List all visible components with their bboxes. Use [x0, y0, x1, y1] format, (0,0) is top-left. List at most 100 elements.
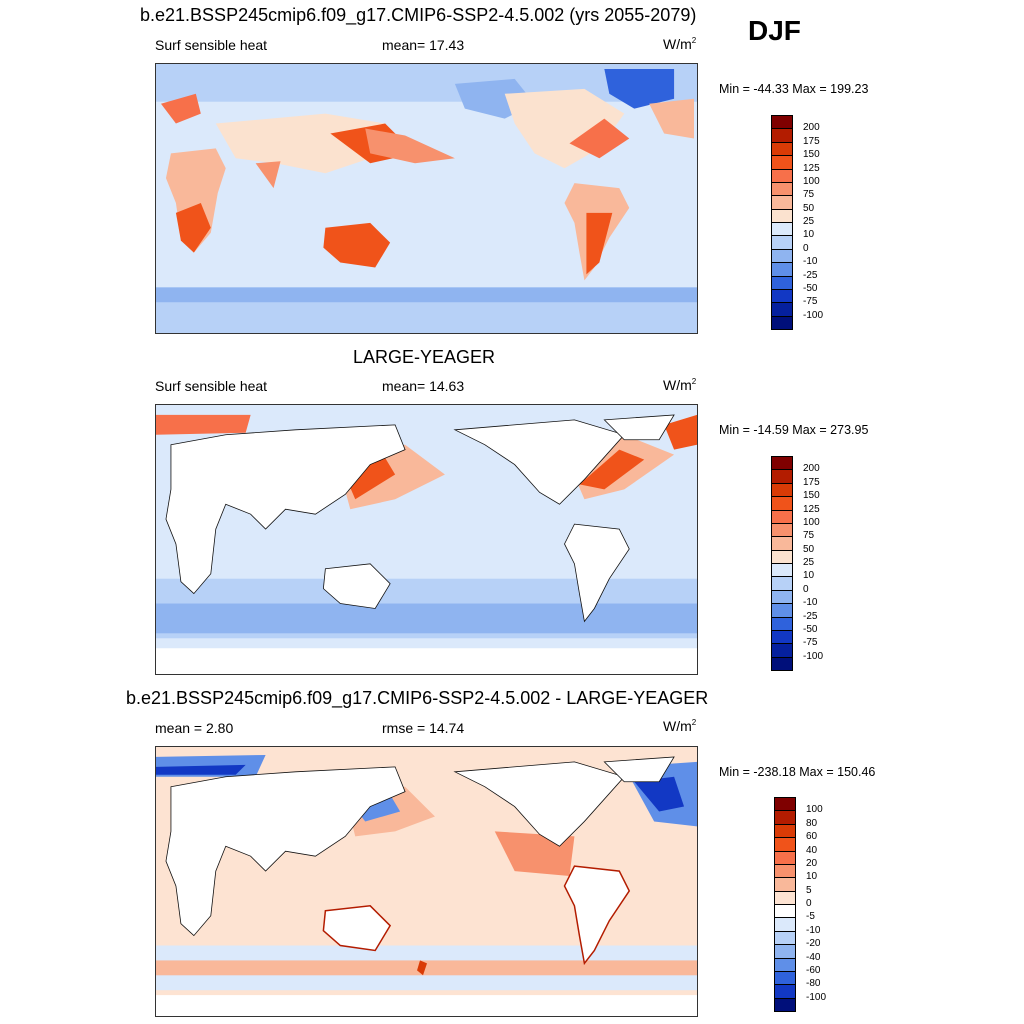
colorbar-label: 150: [803, 149, 820, 161]
colorbar-swatch: [771, 629, 793, 645]
colorbar-label: -60: [806, 964, 821, 976]
colorbar-label: -10: [803, 256, 818, 268]
colorbar-label: 100: [803, 516, 820, 528]
colorbar-label: -80: [806, 978, 821, 990]
colorbar-swatch: [771, 115, 793, 130]
colorbar-label: 50: [803, 202, 815, 214]
colorbar-label: -40: [806, 951, 821, 963]
colorbar-swatch: [771, 248, 793, 264]
colorbar-swatch: [774, 850, 796, 865]
colorbar-label: 125: [803, 503, 820, 515]
colorbar-swatch: [771, 275, 793, 290]
colorbar-swatch: [771, 509, 793, 524]
colorbar-swatch: [774, 904, 796, 919]
colorbar-swatch: [774, 930, 796, 946]
colorbar-swatch: [771, 315, 793, 330]
colorbar-label: 150: [803, 490, 820, 502]
panel1-map-svg: [156, 64, 697, 333]
colorbar-label: 50: [803, 543, 815, 555]
colorbar-label: 25: [803, 216, 815, 227]
colorbar-label: -75: [803, 637, 818, 649]
panel2-title: LARGE-YEAGER: [353, 347, 496, 367]
colorbar-label: 10: [803, 570, 815, 582]
panel1-title: b.e21.BSSP245cmip6.f09_g17.CMIP6-SSP2-4.…: [140, 5, 697, 25]
colorbar-swatch: [774, 863, 796, 879]
panel2-units: W/m2: [663, 377, 697, 393]
colorbar-swatch: [774, 917, 796, 932]
panel3-title: b.e21.BSSP245cmip6.f09_g17.CMIP6-SSP2-4.…: [126, 688, 709, 708]
colorbar-swatch: [771, 181, 793, 197]
colorbar-swatch: [774, 890, 796, 905]
colorbar-swatch: [774, 810, 796, 825]
panel1-map: [155, 63, 698, 334]
colorbar-swatch: [774, 877, 796, 892]
panel1-minmax: Min = -44.33 Max = 199.23: [719, 82, 869, 96]
season-label: DJF: [748, 15, 801, 46]
colorbar-label: 75: [803, 530, 815, 542]
colorbar-label: -50: [803, 623, 818, 635]
panel1-colorbar: 200 175 150 125 100 75 50 25 10 0 -10 -25 -50 -75 -100: [771, 115, 851, 330]
colorbar-label: -100: [803, 650, 824, 662]
panel3-minmax: Min = -238.18 Max = 150.46: [719, 765, 876, 779]
colorbar-swatch: [771, 536, 793, 551]
colorbar-label: 0: [806, 898, 812, 909]
panel2-colorbar: 200 175 150 125 100 75 50 25 10 0 -10 -25 -50 -75 -100: [771, 456, 851, 671]
panel1-units: W/m2: [663, 36, 697, 52]
colorbar-swatch: [771, 603, 793, 618]
colorbar-label: 80: [806, 817, 818, 829]
colorbar-label: 10: [806, 871, 818, 883]
colorbar-label: 60: [806, 831, 818, 843]
colorbar-swatch: [771, 195, 793, 210]
colorbar-label: 0: [803, 583, 809, 595]
colorbar-swatch: [771, 589, 793, 605]
panel3-rmse: rmse = 14.74: [382, 720, 465, 736]
colorbar-label: 20: [806, 857, 818, 869]
colorbar-swatch: [774, 823, 796, 839]
colorbar-swatch: [771, 549, 793, 564]
colorbar-label: -10: [806, 924, 821, 936]
panel2-map-svg: [156, 405, 697, 674]
colorbar-swatch: [771, 141, 793, 157]
colorbar-label: -20: [806, 938, 821, 950]
colorbar-swatch: [774, 997, 796, 1012]
colorbar-label: -50: [803, 282, 818, 294]
colorbar-label: -25: [803, 269, 818, 281]
colorbar-swatch: [771, 222, 793, 237]
colorbar-label: 100: [806, 804, 823, 816]
colorbar-label: 5: [806, 884, 812, 896]
colorbar-swatch: [774, 984, 796, 999]
colorbar-swatch: [771, 482, 793, 498]
colorbar-swatch: [774, 837, 796, 852]
colorbar-swatch: [774, 970, 796, 986]
colorbar-label: -5: [806, 911, 815, 923]
colorbar-label: -100: [806, 991, 827, 1003]
panel2-map: [155, 404, 698, 675]
panel2-mean: mean= 14.63: [382, 378, 465, 394]
panel3-units: W/m2: [663, 718, 697, 734]
colorbar-swatch: [771, 456, 793, 471]
panel3-map: [155, 746, 698, 1017]
colorbar-swatch: [771, 262, 793, 277]
colorbar-swatch: [771, 643, 793, 658]
colorbar-label: -10: [803, 597, 818, 609]
colorbar-label: 0: [803, 242, 809, 254]
colorbar-swatch: [774, 957, 796, 972]
colorbar-label: 100: [803, 175, 820, 187]
panel1-mean: mean= 17.43: [382, 37, 465, 53]
colorbar-swatch: [771, 469, 793, 484]
colorbar-swatch: [771, 576, 793, 591]
panel3-colorbar: 100 80 60 40 20 10 5 0 -5 -10 -20 -40 -60 -80 -100: [774, 797, 854, 1012]
colorbar-swatch: [771, 235, 793, 250]
colorbar-swatch: [771, 563, 793, 578]
colorbar-swatch: [771, 208, 793, 223]
colorbar-swatch: [774, 944, 796, 959]
panel2-variable: Surf sensible heat: [155, 378, 268, 394]
colorbar-label: -25: [803, 610, 818, 622]
colorbar-swatch: [771, 168, 793, 183]
colorbar-label: -75: [803, 296, 818, 308]
colorbar-label: 125: [803, 162, 820, 174]
colorbar-swatch: [771, 496, 793, 511]
panel2-minmax: Min = -14.59 Max = 273.95: [719, 423, 869, 437]
colorbar-label: 40: [806, 844, 818, 856]
colorbar-label: 175: [803, 135, 820, 147]
